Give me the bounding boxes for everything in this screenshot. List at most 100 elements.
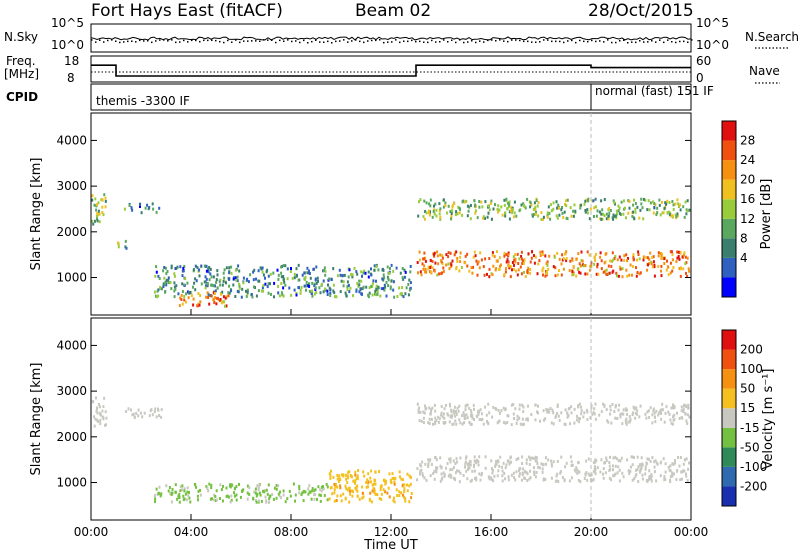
scatter-cell: [472, 255, 475, 259]
scatter-cell: [183, 487, 186, 491]
scatter-cell: [102, 417, 105, 421]
scatter-cell: [163, 281, 166, 285]
scatter-cell: [384, 490, 387, 494]
scatter-cell: [453, 411, 456, 415]
scatter-cell: [607, 217, 610, 221]
scatter-cell: [280, 265, 283, 269]
scatter-cell: [155, 210, 158, 214]
scatter-cell: [514, 478, 517, 482]
scatter-cell: [673, 413, 676, 417]
scatter-cell: [649, 406, 652, 410]
scatter-cell: [613, 410, 616, 413]
scatter-cell: [187, 296, 190, 300]
nsearch-point: [271, 39, 273, 41]
scatter-cell: [653, 407, 655, 411]
scatter-cell: [441, 271, 444, 275]
scatter-cell: [628, 415, 631, 419]
scatter-cell: [524, 476, 526, 480]
scatter-cell: [572, 273, 575, 277]
scatter-cell: [661, 252, 663, 256]
scatter-cell: [685, 208, 688, 212]
scatter-cell: [630, 455, 633, 459]
scatter-cell: [526, 479, 529, 482]
ytick-label: 2000: [56, 430, 87, 444]
scatter-cell: [611, 402, 614, 406]
nsearch-point: [551, 40, 553, 43]
nsearch-point: [547, 39, 549, 41]
scatter-cell: [660, 269, 662, 273]
scatter-cell: [492, 406, 495, 409]
scatter-cell: [192, 303, 195, 307]
scatter-cell: [427, 421, 430, 425]
scatter-cell: [458, 211, 461, 215]
scatter-cell: [206, 291, 209, 295]
scatter-cell: [356, 477, 359, 481]
scatter-cell: [671, 258, 674, 262]
scatter-cell: [572, 264, 575, 268]
scatter-cell: [608, 461, 611, 464]
scatter-cell: [670, 421, 673, 425]
scatter-cell: [346, 280, 349, 284]
scatter-cell: [465, 469, 468, 473]
scatter-cell: [277, 277, 280, 281]
scatter-cell: [268, 500, 270, 504]
scatter-cell: [688, 208, 691, 212]
scatter-cell: [433, 212, 436, 216]
scatter-cell: [584, 209, 587, 212]
scatter-cell: [174, 287, 177, 291]
scatter-cell: [324, 269, 327, 273]
scatter-cell: [96, 219, 99, 223]
scatter-cell: [647, 263, 649, 267]
scatter-cell: [428, 213, 431, 217]
scatter-cell: [520, 478, 523, 482]
scatter-cell: [555, 474, 558, 478]
scatter-cell: [609, 209, 612, 212]
scatter-cell: [403, 490, 406, 494]
scatter-cell: [584, 472, 587, 476]
scatter-cell: [336, 485, 339, 489]
scatter-cell: [265, 499, 268, 503]
scatter-cell: [664, 411, 667, 415]
scatter-cell: [523, 205, 526, 208]
scatter-cell: [457, 205, 460, 209]
scatter-cell: [400, 292, 403, 295]
scatter-cell: [686, 274, 689, 278]
scatter-cell: [636, 455, 639, 459]
scatter-cell: [634, 411, 637, 415]
nsearch-point: [303, 39, 305, 42]
scatter-cell: [356, 489, 359, 493]
scatter-cell: [637, 480, 640, 483]
scatter-cell: [564, 423, 567, 426]
scatter-cell: [225, 304, 228, 308]
scatter-cell: [346, 285, 349, 289]
scatter-cell: [556, 472, 559, 476]
scatter-cell: [631, 478, 634, 482]
scatter-cell: [350, 272, 353, 276]
scatter-cell: [370, 273, 373, 277]
scatter-cell: [662, 211, 665, 215]
scatter-cell: [593, 206, 596, 210]
scatter-cell: [605, 268, 608, 272]
scatter-cell: [658, 411, 661, 415]
scatter-cell: [251, 295, 254, 299]
scatter-cell: [681, 477, 683, 481]
scatter-cell: [98, 220, 101, 224]
scatter-cell: [546, 263, 549, 267]
scatter-cell: [674, 213, 677, 217]
scatter-cell: [181, 282, 184, 286]
scatter-cell: [314, 288, 317, 291]
scatter-cell: [539, 250, 542, 254]
scatter-cell: [613, 473, 616, 477]
scatter-cell: [634, 416, 637, 420]
scatter-cell: [358, 290, 361, 294]
nsearch-point: [475, 41, 477, 44]
scatter-cell: [529, 205, 532, 209]
scatter-cell: [635, 473, 638, 476]
scatter-cell: [435, 208, 438, 212]
nsearch-point: [407, 40, 409, 43]
scatter-cell: [393, 476, 396, 480]
scatter-cell: [537, 404, 539, 408]
scatter-cell: [679, 274, 682, 278]
scatter-cell: [418, 200, 420, 204]
